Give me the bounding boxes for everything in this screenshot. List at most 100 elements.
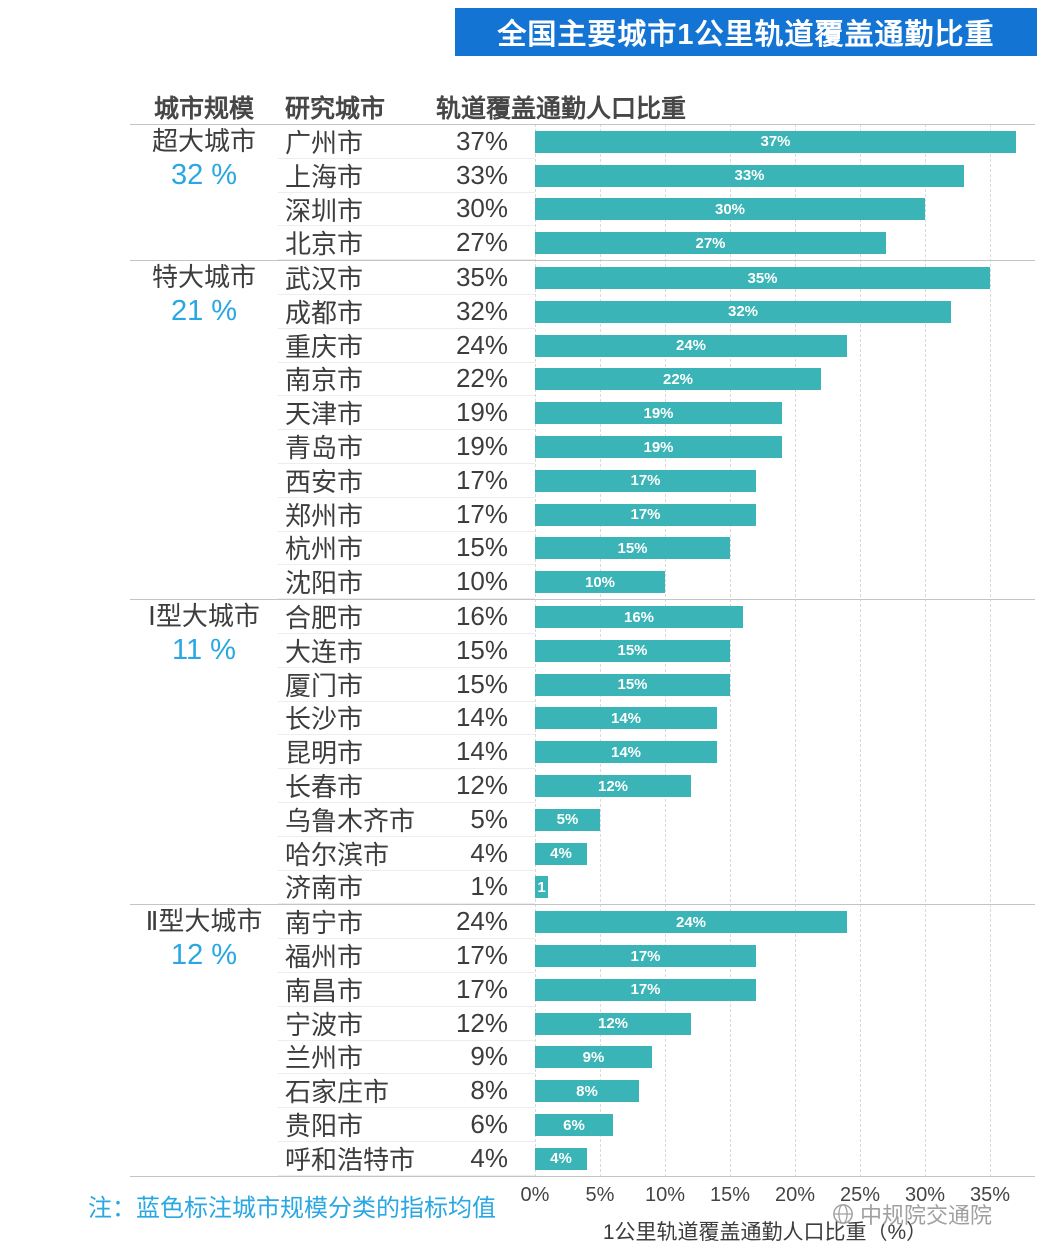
row-left: 兰州市 9% [278, 1041, 535, 1075]
bar: 17% [535, 503, 756, 526]
bar-area: 24% [535, 329, 1035, 363]
city-name: 武汉市 [285, 264, 364, 295]
gridline [925, 124, 926, 1177]
bar-area: 27% [535, 226, 1035, 260]
city-value: 14% [455, 736, 508, 767]
watermark-text: 中规院交通院 [860, 1203, 993, 1228]
x-tick-label: 35% [969, 1184, 1011, 1206]
city-value: 4% [470, 1142, 508, 1173]
bar-label: 17% [630, 981, 661, 999]
bar-area: 17% [535, 464, 1035, 498]
column-headers: 城市规模 研究城市 轨道覆盖通勤人口比重 [130, 90, 1035, 124]
city-value: 22% [455, 363, 508, 394]
bar-area: 22% [535, 363, 1035, 397]
bar-label: 12% [597, 1015, 629, 1033]
table-row: 西安市 17% 17% [278, 464, 1035, 498]
bar-label: 35% [747, 269, 778, 287]
city-name: 北京市 [285, 229, 364, 260]
city-name: 兰州市 [285, 1043, 364, 1074]
city-name: 宁波市 [285, 1009, 364, 1040]
city-name: 南昌市 [285, 975, 364, 1006]
bar: 22% [535, 368, 821, 391]
row-left: 沈阳市 10% [278, 565, 535, 600]
bar: 8% [535, 1080, 639, 1103]
table-row: 天津市 19% 19% [278, 396, 1035, 431]
x-axis-ticks: 0% 5% 10% 15% 20% 25% 30% 35% [521, 1184, 1035, 1210]
city-value: 12% [455, 1007, 508, 1038]
bar-label: 14% [610, 743, 642, 761]
table-row: 沈阳市 10% 10% [278, 565, 1035, 600]
city-name: 深圳市 [285, 195, 364, 226]
bar-label: 9% [582, 1048, 605, 1066]
city-name: 长春市 [285, 772, 364, 803]
bar-area: 10% [535, 565, 1035, 599]
bar: 17% [535, 945, 756, 968]
row-left: 天津市 19% [278, 396, 535, 431]
city-value: 35% [455, 262, 508, 293]
scale-group: Ⅰ型大城市 11 % 合肥市 16% 16% 大连市 15% 15% 厦门市 15% 15% 长沙市 1… [130, 599, 1035, 905]
city-value: 19% [455, 431, 508, 462]
city-name: 杭州市 [285, 534, 364, 565]
bar-label: 14% [610, 709, 642, 727]
row-left: 贵阳市 6% [278, 1108, 535, 1142]
city-value: 33% [455, 159, 508, 190]
bar-label: 37% [760, 133, 791, 151]
table-row: 武汉市 35% 35% [278, 261, 1035, 295]
bar-label: 4% [550, 1150, 572, 1168]
row-left: 宁波市 12% [278, 1007, 535, 1041]
page-title: 全国主要城市1公里轨道覆盖通勤比重 [455, 8, 1037, 56]
bar-area: 24% [535, 905, 1035, 939]
city-name: 合肥市 [285, 603, 364, 634]
row-left: 西安市 17% [278, 464, 535, 498]
bar-area: 37% [535, 125, 1035, 159]
table-row: 贵阳市 6% 6% [278, 1108, 1035, 1142]
bar-label: 15% [617, 676, 648, 694]
bar-area: 17% [535, 498, 1035, 532]
scale-average: 11 % [172, 633, 236, 666]
table-row: 南宁市 24% 24% [278, 905, 1035, 940]
table-row: 北京市 27% 27% [278, 226, 1035, 261]
table-row: 成都市 32% 32% [278, 295, 1035, 329]
scale-name: Ⅰ型大城市 [148, 601, 260, 632]
row-left: 大连市 15% [278, 634, 535, 668]
table-row: 长春市 12% 12% [278, 769, 1035, 803]
bar-label: 33% [734, 167, 765, 185]
city-name: 上海市 [285, 161, 364, 192]
gridline [795, 124, 796, 1177]
x-tick-label: 25% [839, 1184, 881, 1206]
table-row: 杭州市 15% 15% [278, 532, 1035, 566]
city-value: 5% [470, 803, 508, 834]
bar-label: 32% [727, 303, 759, 321]
bar-area: 8% [535, 1074, 1035, 1108]
table-row: 呼和浩特市 4% 4% [278, 1142, 1035, 1176]
scale-group: 特大城市 21 % 武汉市 35% 35% 成都市 32% 32% 重庆市 24% 24% 南京市 22… [130, 260, 1035, 600]
bar: 19% [535, 402, 782, 425]
city-name: 福州市 [285, 942, 364, 973]
city-name: 贵阳市 [285, 1111, 364, 1142]
scale-average: 12 % [170, 939, 238, 972]
city-value: 37% [455, 125, 508, 156]
row-left: 昆明市 14% [278, 735, 535, 770]
table-row: 昆明市 14% 14% [278, 735, 1035, 770]
bar: 12% [535, 1012, 691, 1035]
bar-area: 14% [535, 702, 1035, 736]
bar-area: 1 [535, 871, 1035, 905]
bar: 30% [535, 198, 925, 221]
x-axis-title: 1公里轨道覆盖通勤人口比重（%） [602, 1221, 928, 1244]
bar-label: 6% [563, 1116, 585, 1134]
row-left: 南京市 22% [278, 363, 535, 397]
city-name: 成都市 [285, 297, 364, 328]
row-left: 厦门市 15% [278, 668, 535, 702]
scale-name: Ⅱ型大城市 [145, 906, 263, 937]
table-row: 宁波市 12% 12% [278, 1007, 1035, 1041]
city-name: 郑州市 [285, 500, 364, 531]
table-row: 深圳市 30% 30% [278, 193, 1035, 227]
city-value: 27% [455, 227, 508, 258]
bar-area: 15% [535, 532, 1035, 566]
scale-cell: Ⅰ型大城市 11 % [130, 600, 278, 904]
table-row: 上海市 33% 33% [278, 159, 1035, 193]
footnote: 注：蓝色标注城市规模分类的指标均值 [88, 1195, 496, 1222]
row-left: 武汉市 35% [278, 261, 535, 295]
city-value: 12% [455, 770, 508, 801]
table-row: 青岛市 19% 19% [278, 430, 1035, 464]
